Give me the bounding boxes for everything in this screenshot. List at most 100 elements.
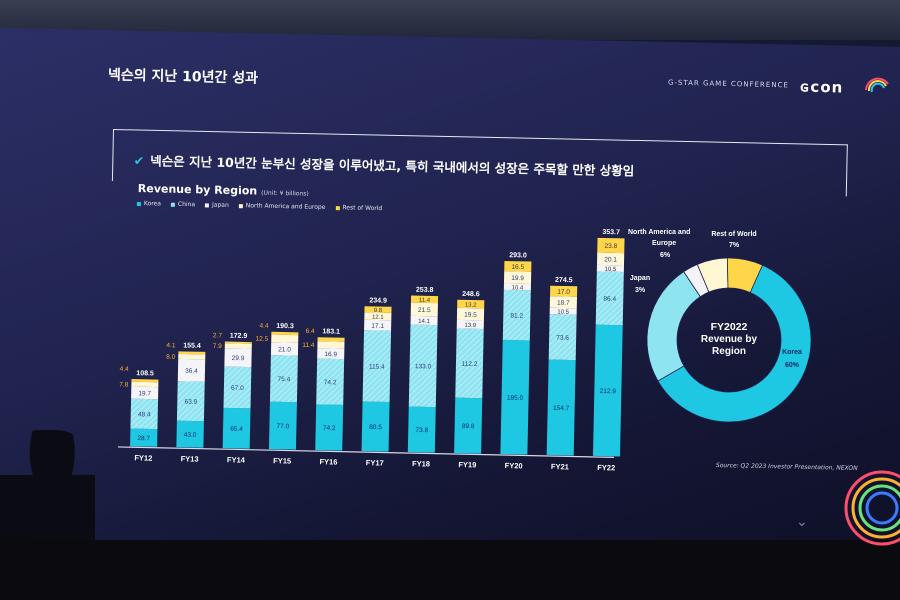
bar-segment-japan bbox=[131, 386, 159, 400]
bar-value-label: 19.7 bbox=[138, 390, 151, 397]
bar-segment-japan bbox=[503, 283, 531, 291]
bar-total-label: 190.3 bbox=[276, 323, 294, 330]
x-tick-label: FY21 bbox=[551, 462, 569, 471]
bar-segment-north-america-and-europe bbox=[271, 334, 299, 343]
bar-segment-rest-of-world bbox=[178, 351, 206, 355]
bar-value-label: 48.4 bbox=[138, 411, 151, 418]
bar-value-label: 12.1 bbox=[372, 315, 384, 321]
x-tick-label: FY19 bbox=[458, 460, 476, 469]
bar-segment-japan bbox=[596, 264, 624, 272]
bar-value-label: 10.5 bbox=[604, 267, 616, 273]
bar-segment-japan bbox=[224, 348, 252, 368]
bar-segment-rest-of-world bbox=[597, 237, 625, 254]
bar-column-fy12: 28.7 48.4 19.7 7.8 4.4 108.5 FY12 bbox=[119, 366, 159, 463]
bar-segment-korea bbox=[407, 406, 436, 453]
bar-segment-china bbox=[408, 324, 438, 408]
bar-total-label: 108.5 bbox=[136, 370, 154, 377]
bar-segment-north-america-and-europe bbox=[364, 312, 392, 321]
bar-segment-north-america-and-europe bbox=[410, 302, 438, 317]
x-tick-label: FY13 bbox=[181, 454, 199, 463]
bar-total-label: 234.9 bbox=[369, 297, 387, 304]
bar-value-label: 21.5 bbox=[418, 307, 431, 314]
bar-segment-korea bbox=[361, 401, 390, 452]
bar-value-label: 13.9 bbox=[464, 323, 476, 329]
donut-slice-china bbox=[646, 271, 701, 382]
donut-slice-label: Rest of World bbox=[711, 231, 756, 238]
x-tick-label: FY14 bbox=[227, 455, 246, 464]
donut-center-label: Revenue by bbox=[701, 334, 758, 345]
x-tick-label: FY17 bbox=[366, 458, 384, 467]
bar-value-label: 80.5 bbox=[369, 424, 382, 431]
bar-value-label: 23.8 bbox=[604, 243, 617, 250]
bar-column-fy16: 74.2 74.2 16.9 11.4 6.4 183.1 FY16 bbox=[302, 328, 345, 467]
bar-column-fy15: 77.0 75.4 21.0 12.5 4.4 190.3 FY15 bbox=[256, 323, 299, 466]
bar-segment-china bbox=[595, 271, 624, 326]
bar-segment-korea bbox=[315, 404, 344, 451]
bar-value-label: 29.9 bbox=[232, 355, 245, 362]
bar-value-label: 6.4 bbox=[306, 328, 316, 335]
bar-value-label: 185.0 bbox=[507, 395, 524, 402]
bar-value-label: 19.5 bbox=[464, 312, 477, 319]
donut-slice-rest-of-world bbox=[726, 257, 763, 294]
bar-segment-korea bbox=[592, 324, 623, 457]
bar-segment-china bbox=[316, 358, 345, 405]
bar-segment-china bbox=[269, 355, 298, 403]
bar-segment-rest-of-world bbox=[457, 299, 485, 309]
bar-total-label: 183.1 bbox=[322, 328, 340, 335]
x-tick-label: FY15 bbox=[273, 456, 291, 465]
x-tick-label: FY18 bbox=[412, 459, 430, 468]
bar-column-fy22: 212.9 86.4 10.5 20.1 23.8 353.7 FY22 bbox=[592, 229, 625, 472]
bar-total-label: 172.9 bbox=[230, 333, 248, 340]
bar-segment-korea bbox=[222, 407, 251, 449]
bar-column-fy20: 185.0 81.2 10.4 19.9 16.5 293.0 FY20 bbox=[500, 252, 532, 470]
rainbow-logo-icon bbox=[865, 77, 889, 93]
bar-value-label: 154.7 bbox=[553, 405, 570, 412]
bar-column-fy17: 80.5 115.4 17.1 12.19.8 234.9 FY17 bbox=[361, 297, 392, 468]
bar-value-label: 20.1 bbox=[604, 256, 617, 263]
bar-segment-north-america-and-europe bbox=[224, 343, 252, 349]
audience-silhouette bbox=[0, 430, 95, 555]
bar-value-label: 14.1 bbox=[418, 319, 430, 325]
bar-value-label: 2.7 bbox=[213, 332, 223, 339]
donut-label-na-europe: North America and Europe 6% bbox=[628, 229, 690, 259]
donut-slice-label: North America and bbox=[628, 229, 690, 236]
bar-value-label: 73.8 bbox=[415, 427, 428, 434]
bar-value-label: 21.0 bbox=[278, 346, 291, 353]
bar-value-label: 36.4 bbox=[185, 368, 198, 375]
donut-slice-pct: 6% bbox=[660, 252, 671, 259]
bar-column-fy18: 73.8 133.0 14.1 21.5 11.4 253.8 FY18 bbox=[407, 287, 439, 468]
bar-value-label: 4.4 bbox=[259, 323, 269, 330]
decorative-arcs-icon bbox=[844, 470, 900, 546]
bar-total-label: 353.7 bbox=[602, 229, 620, 236]
bar-value-label: 63.9 bbox=[184, 399, 197, 406]
donut-center-label: FY2022 bbox=[711, 321, 748, 333]
bar-segment-japan bbox=[410, 315, 438, 326]
donut-slice-pct: 60% bbox=[785, 362, 800, 369]
bar-value-label: 74.2 bbox=[324, 379, 337, 386]
bar-total-label: 274.5 bbox=[555, 277, 573, 284]
bar-value-label: 10.5 bbox=[557, 310, 569, 316]
bar-total-label: 155.4 bbox=[183, 342, 201, 349]
bar-total-label: 293.0 bbox=[509, 252, 527, 259]
bar-segment-rest-of-world bbox=[550, 285, 578, 297]
bar-segment-japan bbox=[177, 358, 206, 382]
bar-segment-korea bbox=[268, 401, 297, 450]
donut-center-label: Region bbox=[712, 346, 746, 357]
bar-segment-japan bbox=[456, 319, 484, 330]
bar-value-label: 16.5 bbox=[511, 264, 524, 271]
bar-value-label: 28.7 bbox=[137, 435, 150, 442]
bar-segment-korea bbox=[500, 339, 530, 455]
bar-segment-japan bbox=[364, 319, 392, 331]
bar-value-label: 115.4 bbox=[369, 363, 385, 370]
bar-segment-north-america-and-europe bbox=[549, 296, 578, 309]
bar-total-label: 248.6 bbox=[462, 291, 480, 298]
bar-chart-plot: 28.7 48.4 19.7 7.8 4.4 108.5 FY12 43.0 63.9 36.4 8… bbox=[118, 229, 625, 472]
bar-segment-japan bbox=[317, 348, 345, 360]
bar-segment-japan bbox=[549, 307, 577, 315]
bar-segment-north-america-and-europe bbox=[178, 353, 206, 360]
bar-segment-korea bbox=[454, 397, 483, 454]
donut-slice-label: Korea bbox=[782, 349, 802, 356]
bar-value-label: 8.0 bbox=[166, 354, 176, 361]
